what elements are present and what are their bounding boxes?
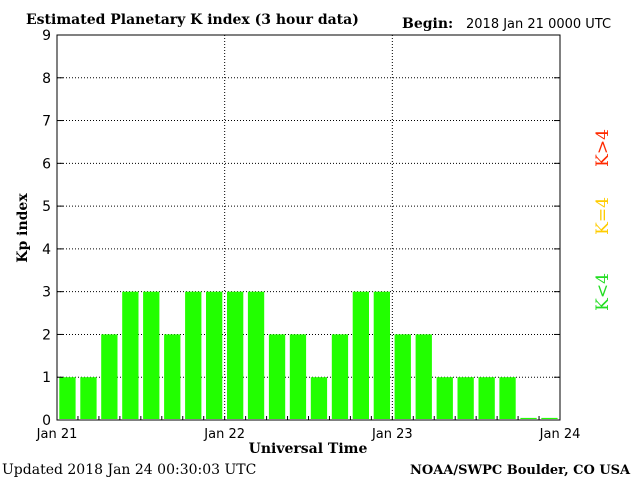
kp-bar bbox=[331, 334, 349, 419]
kp-bar bbox=[143, 291, 160, 419]
kp-bar bbox=[436, 377, 453, 419]
y-tick-label: 2 bbox=[42, 327, 51, 343]
kp-bar bbox=[185, 291, 202, 419]
y-axis-label: Kp index bbox=[15, 193, 31, 263]
y-tick-label: 4 bbox=[42, 242, 51, 258]
y-tick-label: 3 bbox=[42, 285, 51, 301]
kp-bar bbox=[415, 334, 432, 419]
kp-bar bbox=[289, 334, 307, 419]
legend-k-below-4: K<4 bbox=[593, 273, 613, 311]
kp-bar bbox=[352, 291, 369, 419]
kp-bar bbox=[457, 377, 474, 419]
kp-bar bbox=[59, 377, 76, 419]
legend-k-equal-4: K=4 bbox=[593, 197, 613, 235]
kp-bar bbox=[164, 334, 181, 419]
y-tick-label: 7 bbox=[42, 114, 51, 130]
kp-bar bbox=[80, 377, 97, 419]
kp-bar bbox=[310, 377, 328, 419]
kp-bar bbox=[247, 291, 265, 419]
chart-title: Estimated Planetary K index (3 hour data… bbox=[26, 12, 359, 28]
y-tick-label: 5 bbox=[42, 199, 51, 215]
y-tick-label: 9 bbox=[42, 28, 51, 44]
source-credit: NOAA/SWPC Boulder, CO USA bbox=[410, 463, 631, 478]
x-axis-label: Universal Time bbox=[249, 441, 368, 457]
kp-bar bbox=[268, 334, 286, 419]
bars bbox=[59, 291, 558, 419]
kp-bar bbox=[373, 291, 390, 419]
plot-area bbox=[56, 34, 561, 421]
y-tick-label: 6 bbox=[42, 156, 51, 172]
kp-bar bbox=[227, 291, 244, 419]
x-tick-label: Jan 22 bbox=[203, 427, 245, 442]
kp-bar bbox=[499, 377, 516, 419]
x-tick-label: Jan 21 bbox=[36, 427, 78, 442]
y-axis-ticks: 0 1 2 3 4 5 6 7 8 9 bbox=[42, 28, 560, 429]
x-tick-label: Jan 23 bbox=[371, 427, 413, 442]
y-tick-label: 8 bbox=[42, 71, 51, 87]
x-axis-ticks: Jan 21 Jan 22 Jan 23 Jan 24 bbox=[36, 416, 581, 442]
begin-value: 2018 Jan 21 0000 UTC bbox=[466, 17, 611, 32]
kp-bar bbox=[520, 417, 537, 419]
grid-lines bbox=[57, 35, 560, 420]
y-tick-label: 1 bbox=[42, 370, 51, 386]
kp-bar bbox=[478, 377, 495, 419]
kp-bar bbox=[122, 291, 139, 419]
x-tick-label: Jan 24 bbox=[539, 427, 581, 442]
begin-label: Begin: bbox=[402, 16, 453, 32]
legend-k-above-4: K>4 bbox=[593, 129, 613, 167]
y-tick-label: 0 bbox=[42, 413, 51, 429]
updated-timestamp: Updated 2018 Jan 24 00:30:03 UTC bbox=[2, 462, 256, 478]
kp-bar bbox=[101, 334, 118, 419]
kp-bar bbox=[206, 291, 223, 419]
kp-bar bbox=[394, 334, 411, 419]
kp-bar bbox=[541, 417, 558, 419]
